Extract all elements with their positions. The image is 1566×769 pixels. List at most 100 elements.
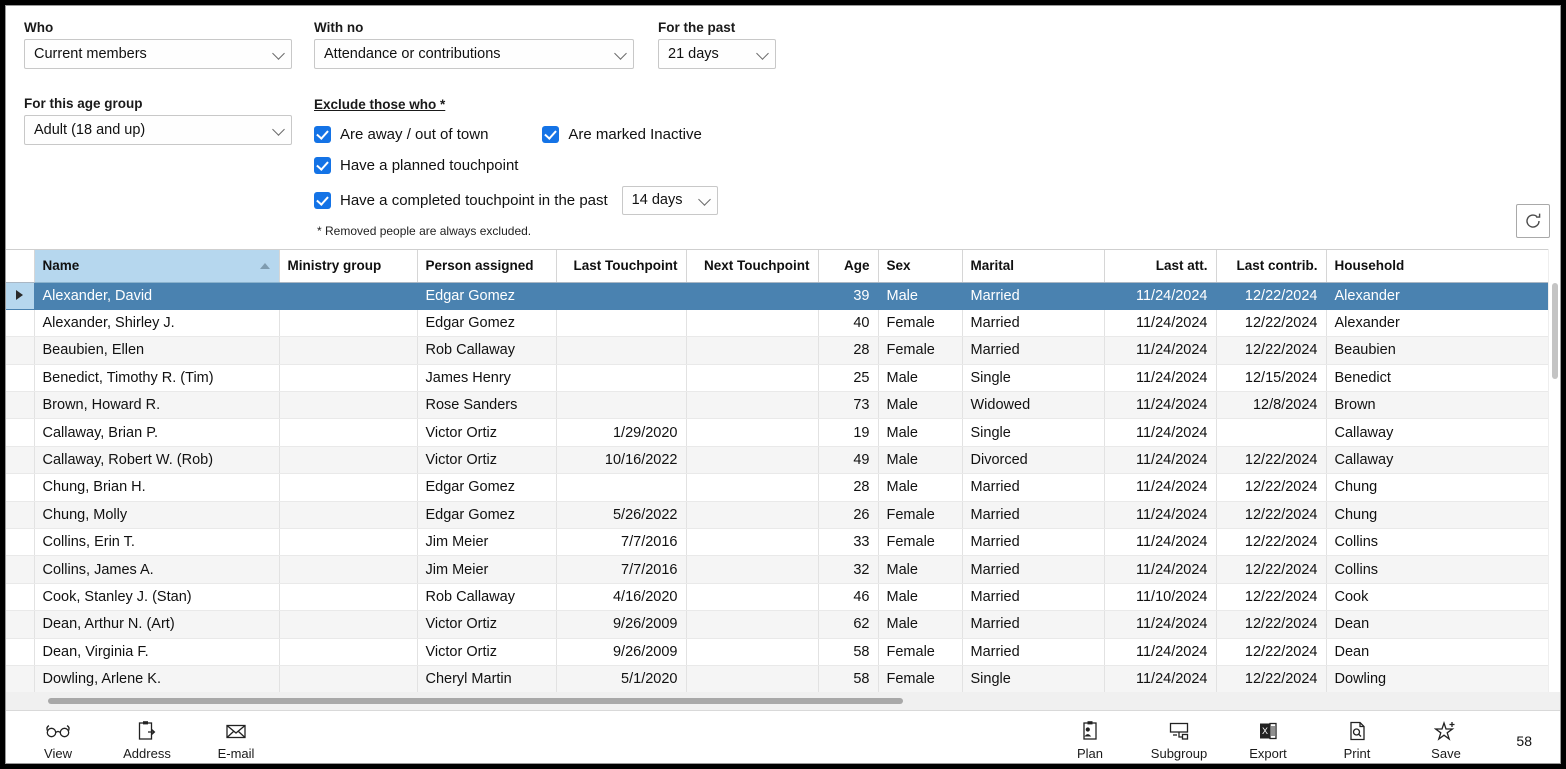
cell-next_tp xyxy=(686,555,819,584)
age-group-field-group: For this age group Adult (18 and up) xyxy=(24,96,292,145)
table-row[interactable]: Beaubien, Ellen Rob Callaway 28 Female Marri… xyxy=(6,336,1549,365)
cell-next_tp xyxy=(686,418,819,447)
save-button[interactable]: Save xyxy=(1402,716,1490,762)
plan-button[interactable]: Plan xyxy=(1046,716,1134,762)
column-header-assigned[interactable]: Person assigned xyxy=(417,250,557,283)
chevron-down-icon xyxy=(697,193,711,206)
cell-age: 46 xyxy=(818,583,879,612)
subgroup-button[interactable]: Subgroup xyxy=(1135,716,1223,762)
svg-text:X: X xyxy=(1262,726,1268,736)
cell-name: Benedict, Timothy R. (Tim) xyxy=(34,364,280,393)
who-value: Current members xyxy=(34,46,147,62)
cell-sex: Male xyxy=(878,473,963,502)
row-indicator xyxy=(6,665,35,694)
cell-last_att: 11/24/2024 xyxy=(1104,418,1217,447)
checkbox-planned-touchpoint[interactable] xyxy=(314,156,331,174)
cell-last_tp: 7/7/2016 xyxy=(556,555,687,584)
cell-marital: Married xyxy=(962,555,1105,584)
column-header-label: Last att. xyxy=(1155,258,1208,274)
age-group-select[interactable]: Adult (18 and up) xyxy=(24,115,292,145)
for-the-past-select[interactable]: 21 days xyxy=(658,39,776,69)
table-row[interactable]: Collins, James A. Jim Meier 7/7/2016 32 Male… xyxy=(6,555,1549,584)
cell-last_con: 12/22/2024 xyxy=(1216,501,1327,530)
address-button-label: Address xyxy=(123,746,171,761)
cell-next_tp xyxy=(686,446,819,475)
print-button-label: Print xyxy=(1343,746,1371,761)
table-row[interactable]: Dean, Virginia F. Victor Ortiz 9/26/2009 58… xyxy=(6,638,1549,666)
cell-household: Beaubien xyxy=(1326,336,1549,365)
cell-household: Callaway xyxy=(1326,446,1549,475)
cell-last_con: 12/22/2024 xyxy=(1216,446,1327,475)
with-no-label: With no xyxy=(314,20,364,35)
table-row[interactable]: Callaway, Brian P. Victor Ortiz 1/29/2020 1… xyxy=(6,418,1549,447)
cell-last_con: 12/15/2024 xyxy=(1216,364,1327,393)
address-button[interactable]: Address xyxy=(103,716,191,762)
email-button[interactable]: E-mail xyxy=(192,716,280,762)
column-header-last_tp[interactable]: Last Touchpoint xyxy=(556,250,687,283)
with-no-select[interactable]: Attendance or contributions xyxy=(314,39,634,69)
column-header-age[interactable]: Age xyxy=(818,250,879,283)
horizontal-scrollbar-thumb[interactable] xyxy=(48,698,903,704)
column-header-next_tp[interactable]: Next Touchpoint xyxy=(686,250,819,283)
cell-ministry xyxy=(279,583,418,612)
checkbox-marked-inactive[interactable] xyxy=(542,125,560,143)
table-row[interactable]: Brown, Howard R. Rose Sanders 73 Male Widowe… xyxy=(6,391,1549,420)
results-grid[interactable]: Name Ministry group Person assigned Last To… xyxy=(6,249,1560,696)
checkbox-completed-touchpoint[interactable] xyxy=(314,191,331,209)
completed-touchpoint-past-select[interactable]: 14 days xyxy=(621,185,718,215)
refresh-icon xyxy=(1526,213,1541,228)
checkbox-are-away[interactable] xyxy=(314,125,331,143)
column-header-label: Person assigned xyxy=(425,258,534,274)
who-select[interactable]: Current members xyxy=(24,39,292,69)
cell-assigned: Cheryl Martin xyxy=(417,665,557,694)
table-row[interactable]: Cook, Stanley J. (Stan) Rob Callaway 4/16/… xyxy=(6,583,1549,612)
row-indicator xyxy=(6,583,35,612)
cell-name: Dean, Arthur N. (Art) xyxy=(34,610,280,639)
refresh-button[interactable] xyxy=(1516,204,1550,238)
column-header-last_con[interactable]: Last contrib. xyxy=(1216,250,1327,283)
column-header-marital[interactable]: Marital xyxy=(962,250,1105,283)
column-header-label: Age xyxy=(843,258,870,274)
column-header-last_att[interactable]: Last att. xyxy=(1104,250,1217,283)
table-row[interactable]: Callaway, Robert W. (Rob) Victor Ortiz 10/… xyxy=(6,446,1549,475)
address-clipboard-icon xyxy=(136,719,158,743)
table-row[interactable]: Collins, Erin T. Jim Meier 7/7/2016 33 Femal… xyxy=(6,528,1549,557)
cell-marital: Single xyxy=(962,665,1105,694)
table-row[interactable]: Dowling, Arlene K. Cheryl Martin 5/1/2020 5… xyxy=(6,665,1549,694)
exclude-row-1: Are away / out of town Are marked Inacti… xyxy=(314,123,1014,145)
table-row[interactable]: Dean, Arthur N. (Art) Victor Ortiz 9/26/20… xyxy=(6,610,1549,639)
column-header-label: Last Touchpoint xyxy=(573,258,678,274)
cell-name: Cook, Stanley J. (Stan) xyxy=(34,583,280,612)
cell-next_tp xyxy=(686,473,819,502)
table-row[interactable]: Benedict, Timothy R. (Tim) James Henry 25 M… xyxy=(6,364,1549,393)
cell-last_tp: 7/7/2016 xyxy=(556,528,687,557)
row-indicator xyxy=(6,610,35,639)
horizontal-scrollbar[interactable] xyxy=(6,692,1560,710)
vertical-scrollbar[interactable] xyxy=(1548,249,1560,696)
view-button[interactable]: View xyxy=(14,716,102,762)
table-row[interactable]: Chung, Molly Edgar Gomez 5/26/2022 26 Female… xyxy=(6,501,1549,530)
column-header-label: Sex xyxy=(886,258,911,274)
table-row[interactable]: Chung, Brian H. Edgar Gomez 28 Male Married 1… xyxy=(6,473,1549,502)
column-header-name[interactable]: Name xyxy=(34,250,280,283)
row-indicator xyxy=(6,336,35,365)
cell-last_tp xyxy=(556,391,687,420)
column-header-ministry[interactable]: Ministry group xyxy=(279,250,418,283)
export-button[interactable]: X Export xyxy=(1224,716,1312,762)
column-header-sex[interactable]: Sex xyxy=(878,250,963,283)
exclude-row-3: Have a completed touchpoint in the past … xyxy=(314,185,1014,215)
export-button-label: Export xyxy=(1249,746,1287,761)
column-header-household[interactable]: Household xyxy=(1326,250,1549,283)
table-row[interactable]: Alexander, Shirley J. Edgar Gomez 40 Female… xyxy=(6,309,1549,338)
cell-next_tp xyxy=(686,610,819,639)
table-row[interactable]: Alexander, David Edgar Gomez 39 Male Married… xyxy=(6,282,1549,310)
cell-sex: Female xyxy=(878,665,963,694)
print-button[interactable]: Print xyxy=(1313,716,1401,762)
checkbox-planned-touchpoint-label: Have a planned touchpoint xyxy=(340,156,519,174)
cell-last_con: 12/8/2024 xyxy=(1216,391,1327,420)
column-header-label: Marital xyxy=(970,258,1015,274)
vertical-scrollbar-thumb[interactable] xyxy=(1552,283,1558,379)
cell-last_tp: 9/26/2009 xyxy=(556,610,687,639)
star-save-icon xyxy=(1434,719,1458,743)
chevron-down-icon xyxy=(272,123,285,136)
